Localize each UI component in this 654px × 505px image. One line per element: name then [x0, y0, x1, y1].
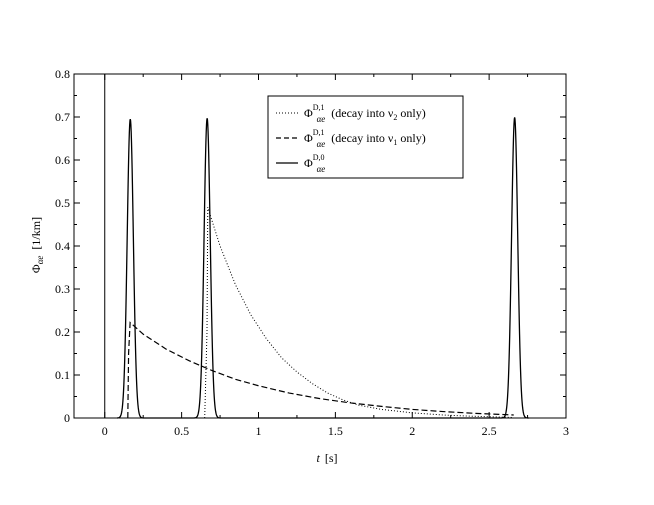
series-layer — [104, 74, 530, 419]
y-axis-label: Φαe[1/km] — [29, 217, 45, 273]
ticks: 0 0.5 1 1.5 2 2.5 3 0 0.1 0.2 0.3 0.4 0.5 0.6 0.7 0.8 — [55, 67, 569, 438]
y-tick-label: 0.8 — [55, 67, 70, 81]
x-tick-label: 3 — [563, 424, 569, 438]
x-tick-label: 1 — [256, 424, 262, 438]
series-dotted-line — [204, 207, 514, 419]
series-solid-line — [117, 117, 530, 419]
y-tick-label: 0.3 — [55, 282, 70, 296]
y-tick-label: 0.4 — [55, 239, 70, 253]
y-tick-label: 0.7 — [55, 110, 70, 124]
y-tick-label: 0.2 — [55, 325, 70, 339]
y-tick-label: 0 — [64, 411, 70, 425]
legend-entry-1: ΦD,1 αe (decay into ν2 only) — [304, 103, 426, 124]
legend-box — [267, 95, 464, 179]
x-tick-label: 2.5 — [482, 424, 497, 438]
legend: ΦD,1 αe (decay into ν2 only) ΦD,1 αe (decay … — [267, 95, 464, 179]
x-tick-label: 0.5 — [174, 424, 189, 438]
y-tick-label: 0.5 — [55, 196, 70, 210]
legend-entry-2: ΦD,1 αe (decay into ν1 only) — [304, 128, 426, 149]
x-tick-label: 2 — [409, 424, 415, 438]
x-tick-label: 1.5 — [328, 424, 343, 438]
x-tick-label: 0 — [102, 424, 108, 438]
legend-entry-3: ΦD,0 αe — [304, 153, 325, 174]
series-dashed-line — [127, 321, 514, 419]
y-tick-label: 0.6 — [55, 153, 70, 167]
x-axis-label: t [s] — [316, 451, 337, 465]
y-tick-label: 0.1 — [55, 368, 70, 382]
